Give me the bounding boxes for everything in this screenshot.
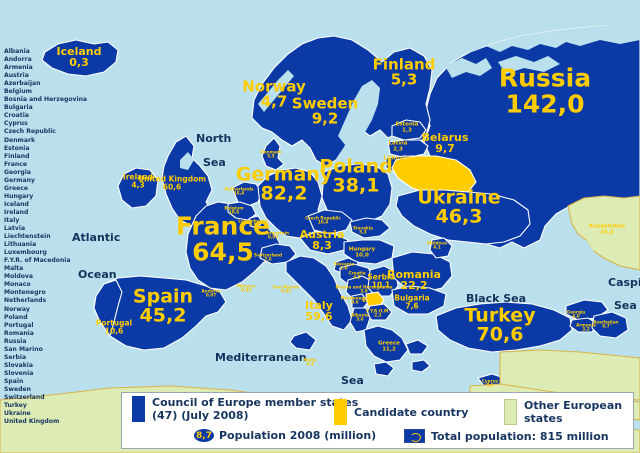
country-index-item: Greece [4,184,29,192]
country-index-item: Sweden [4,385,31,393]
country-index-item: Czech Republic [4,128,56,136]
country-index-item: Denmark [4,136,36,144]
country-index-item: Monaco [4,281,31,289]
country-index-item: Russia [4,337,27,345]
population-chip: 8,7 [194,429,214,442]
country-index-item: Hungary [4,192,34,200]
sea-label: Sea [614,299,637,312]
country-index-item: Poland [4,313,28,321]
country-index-item: Germany [4,176,35,184]
sea-label: Sea [341,374,364,387]
country-index-item: Netherlands [4,297,47,305]
country-index-item: Croatia [4,112,29,120]
country-index-item: Switzerland [4,394,45,402]
country-shape-ireland [117,167,159,209]
country-shape-caucasus [565,299,629,339]
country-shape-denmark [261,137,285,171]
europe-flag-icon [404,429,425,443]
country-index-item: Turkey [4,402,27,410]
country-shape-central-europe [299,209,395,265]
country-index-item: France [4,160,27,168]
country-index-item: Belgium [4,88,33,96]
country-index-item: Norway [4,305,30,313]
legend-label-other: Other European states [524,399,623,425]
country-index-item: United Kingdom [4,418,60,426]
country-index-item: Serbia [4,353,27,361]
legend-item-member: Council of Europe member states (47) (Ju… [132,396,362,422]
country-shape-turkey [435,301,573,353]
legend-item-other: Other European states [504,399,633,425]
sea-label: Ocean [78,268,117,281]
country-index-item: Estonia [4,144,30,152]
country-index-item: Slovakia [4,361,34,369]
sea-label: Sea [203,156,226,169]
country-index-item: Liechtenstein [4,233,51,241]
country-shape-ukraine [395,189,531,245]
country-index-item: Ireland [4,208,29,216]
country-index-item: Luxembourg [4,249,47,257]
country-index-item: Austria [4,72,29,80]
country-index-item: Bosnia and Herzegovina [4,96,88,104]
legend-item-population: 8,7 Population 2008 (million) [194,429,376,442]
country-index-list: Albania Andorra Armenia Austria Azerbaijan Be… [4,48,88,426]
country-index-item: Albania [4,48,30,55]
country-shape-kazakhstan [567,195,640,271]
map-legend: Council of Europe member states (47) (Ju… [121,392,634,449]
country-index-item: Italy [4,216,20,224]
legend-swatch-candidate [334,399,347,425]
sea-label: Atlantic [72,231,121,244]
country-index-item: Armenia [4,64,33,72]
sea-label: Black Sea [466,292,527,305]
country-index-item: Spain [4,377,24,385]
country-index-item: Azerbaijan [4,80,41,88]
legend-label-population: Population 2008 (million) [219,429,377,442]
sea-label: Mediterranean [215,351,307,364]
legend-label-member: Council of Europe member states (47) (Ju… [152,396,359,422]
country-index-item: Montenegro [4,289,46,297]
country-index-item: Bulgaria [4,104,33,112]
country-shape-benelux [227,181,263,229]
country-index-item: Portugal [4,321,34,329]
sea-label: North [196,132,232,145]
country-index-item: Finland [4,152,30,160]
legend-item-candidate: Candidate country [334,399,468,425]
country-index-item: Lithuania [4,241,37,249]
country-index-item: San Marino [4,345,43,353]
country-shape-greece [363,325,431,377]
country-shape-switzerland [259,243,297,265]
country-shape-lower-danube [391,237,453,315]
country-index-item: Malta [4,265,24,273]
country-shape-iceland [41,39,119,77]
country-index-item: Moldova [4,273,33,281]
legend-label-total-population: Total population: 815 million [431,429,609,443]
country-index-item: Iceland [4,200,29,208]
sea-label: Caspian [608,276,640,289]
country-shape-italy [285,255,353,351]
country-index-item: Cyprus [4,120,28,128]
country-shape-iberia [93,275,227,351]
country-shape-balkans [333,257,399,333]
country-index-item: Latvia [4,225,26,233]
country-index-item: Ukraine [4,410,31,418]
country-index-item: F.Y.R. of Macedonia [4,257,71,265]
legend-swatch-member [132,396,145,422]
country-index-item: Romania [4,329,34,337]
legend-label-candidate: Candidate country [354,405,469,419]
legend-item-total-population: Total population: 815 million [404,429,609,443]
country-index-item: Slovenia [4,369,34,377]
country-index-item: Andorra [4,56,32,64]
legend-swatch-other [504,399,517,425]
country-index-item: Georgia [4,168,31,176]
